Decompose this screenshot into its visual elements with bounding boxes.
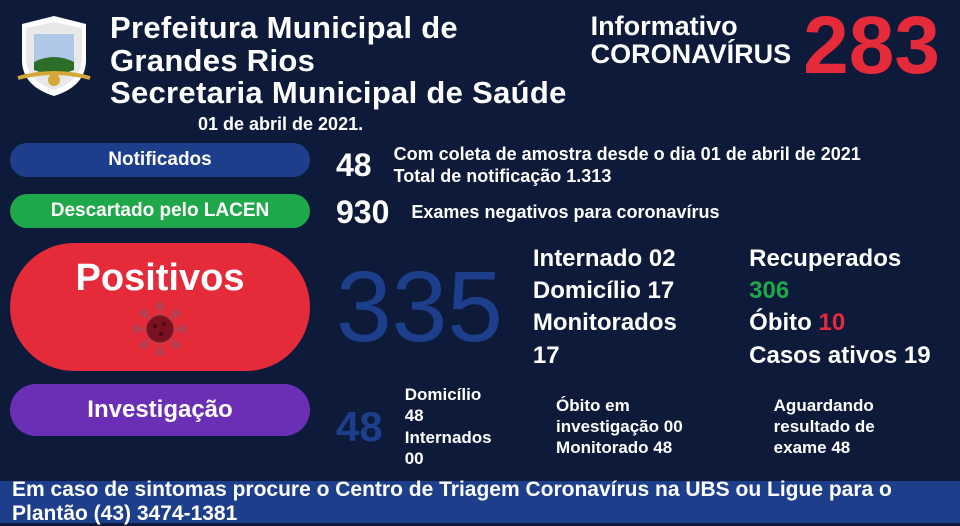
- pill-notificados: Notificados: [10, 143, 310, 177]
- descartado-count: 930: [336, 194, 389, 231]
- positivos-count: 335: [336, 262, 503, 352]
- bulletin-number: 283: [803, 12, 940, 79]
- casos-ativos: Casos ativos 19: [749, 340, 940, 372]
- inv-col-1: Domicílio 48 Internados 00: [405, 384, 494, 469]
- inv-col-2: Óbito em investigação 00 Monitorado 48: [556, 395, 722, 459]
- row-notificados: Notificados 48 Com coleta de amostra des…: [0, 143, 960, 188]
- investigacao-count: 48: [336, 403, 383, 451]
- row-descartado: Descartado pelo LACEN 930 Exames negativ…: [0, 194, 960, 231]
- header: Prefeitura Municipal de Grandes Rios Sec…: [0, 0, 960, 143]
- pill-descartado: Descartado pelo LACEN: [10, 194, 310, 228]
- bottom-bar: Em caso de sintomas procure o Centro de …: [0, 481, 960, 523]
- info-line-2: CORONAVÍRUS: [591, 40, 792, 68]
- municipal-crest-icon: [12, 12, 96, 100]
- notificados-desc: Com coleta de amostra desde o dia 01 de …: [394, 143, 861, 188]
- pill-positivos: Positivos: [10, 243, 310, 371]
- bulletin-info: Informativo CORONAVÍRUS 283: [591, 12, 940, 135]
- monitorados: Monitorados 17: [533, 307, 703, 372]
- pill-investigacao: Investigação: [10, 384, 310, 436]
- row-investigacao: Investigação 48 Domicílio 48 Internados …: [0, 384, 960, 469]
- title-line-2: Secretaria Municipal de Saúde: [110, 77, 577, 110]
- date: 01 de abril de 2021.: [198, 114, 577, 135]
- virus-icon: [133, 302, 187, 356]
- title-line-1: Prefeitura Municipal de Grandes Rios: [110, 12, 577, 77]
- inv-col-3: Aguardando resultado de exame 48: [774, 395, 940, 459]
- obito: Óbito 10: [749, 307, 940, 339]
- title-block: Prefeitura Municipal de Grandes Rios Sec…: [110, 12, 577, 135]
- domicilio: Domicílio 17: [533, 275, 703, 307]
- row-positivos: Positivos 335: [0, 243, 960, 373]
- positivos-details: Internado 02 Domicílio 17 Monitorados 17…: [533, 243, 940, 373]
- internado: Internado 02: [533, 243, 703, 275]
- info-line-1: Informativo: [591, 12, 792, 40]
- recuperados: Recuperados 306: [749, 243, 940, 308]
- notificados-count: 48: [336, 147, 372, 184]
- descartado-desc: Exames negativos para coronavírus: [411, 201, 719, 224]
